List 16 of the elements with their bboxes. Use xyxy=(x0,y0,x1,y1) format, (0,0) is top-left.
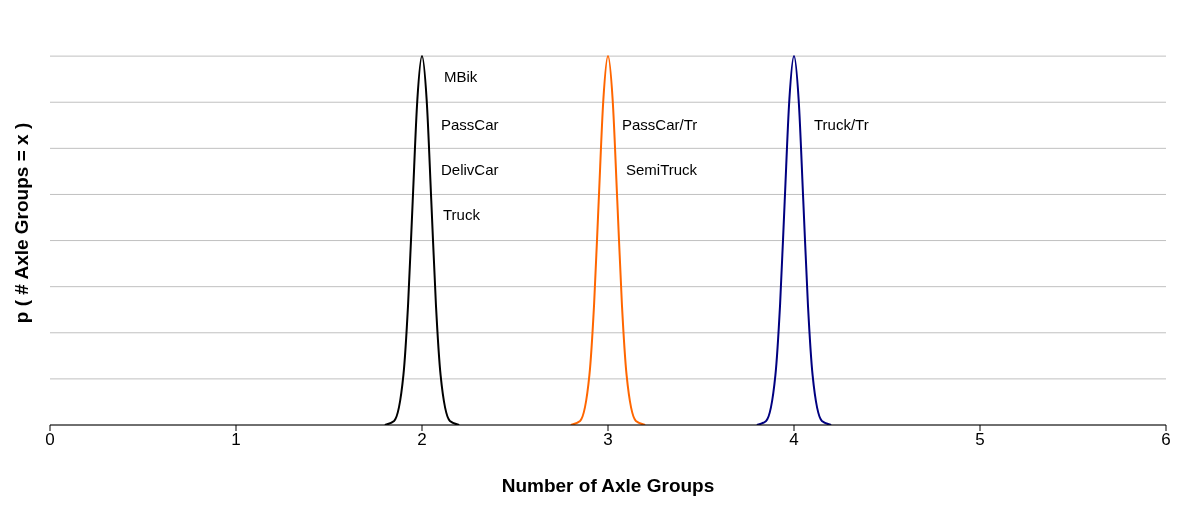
x-tick-label: 6 xyxy=(1161,430,1171,450)
x-tick-label: 0 xyxy=(45,430,55,450)
x-tick-label: 3 xyxy=(603,430,613,450)
annotation: DelivCar xyxy=(441,161,499,178)
x-tick-label: 1 xyxy=(231,430,241,450)
annotation: SemiTruck xyxy=(626,161,698,178)
x-axis-title: Number of Axle Groups xyxy=(501,475,715,496)
x-tick-label: 2 xyxy=(417,430,427,450)
y-axis-title: p ( # Axle Groups = x ) xyxy=(11,122,32,324)
annotation: PassCar xyxy=(441,116,499,133)
annotation: Truck xyxy=(443,206,480,223)
x-tick-label: 5 xyxy=(975,430,985,450)
annotation: Truck/Tr xyxy=(814,116,869,133)
annotation: PassCar/Tr xyxy=(622,116,698,133)
annotation: MBik xyxy=(444,68,478,85)
x-tick-label: 4 xyxy=(789,430,799,450)
